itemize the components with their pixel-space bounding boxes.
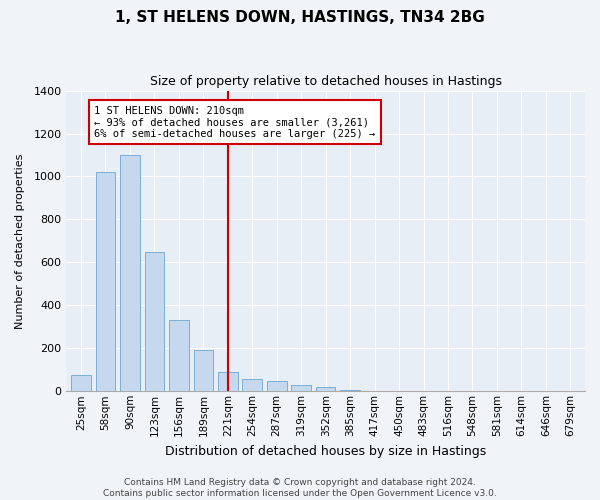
- Bar: [120, 155, 140, 392]
- Text: Contains HM Land Registry data © Crown copyright and database right 2024.
Contai: Contains HM Land Registry data © Crown c…: [103, 478, 497, 498]
- Bar: [340, 390, 360, 392]
- Y-axis label: Number of detached properties: Number of detached properties: [15, 153, 25, 328]
- Bar: [316, 387, 335, 392]
- Text: 1, ST HELENS DOWN, HASTINGS, TN34 2BG: 1, ST HELENS DOWN, HASTINGS, TN34 2BG: [115, 10, 485, 25]
- Bar: [169, 320, 188, 392]
- Bar: [71, 375, 91, 392]
- Bar: [292, 385, 311, 392]
- Bar: [242, 380, 262, 392]
- Bar: [218, 372, 238, 392]
- Bar: [145, 252, 164, 392]
- X-axis label: Distribution of detached houses by size in Hastings: Distribution of detached houses by size …: [165, 444, 486, 458]
- Bar: [95, 172, 115, 392]
- Bar: [194, 350, 213, 392]
- Text: 1 ST HELENS DOWN: 210sqm
← 93% of detached houses are smaller (3,261)
6% of semi: 1 ST HELENS DOWN: 210sqm ← 93% of detach…: [94, 106, 376, 139]
- Bar: [267, 380, 287, 392]
- Title: Size of property relative to detached houses in Hastings: Size of property relative to detached ho…: [149, 75, 502, 88]
